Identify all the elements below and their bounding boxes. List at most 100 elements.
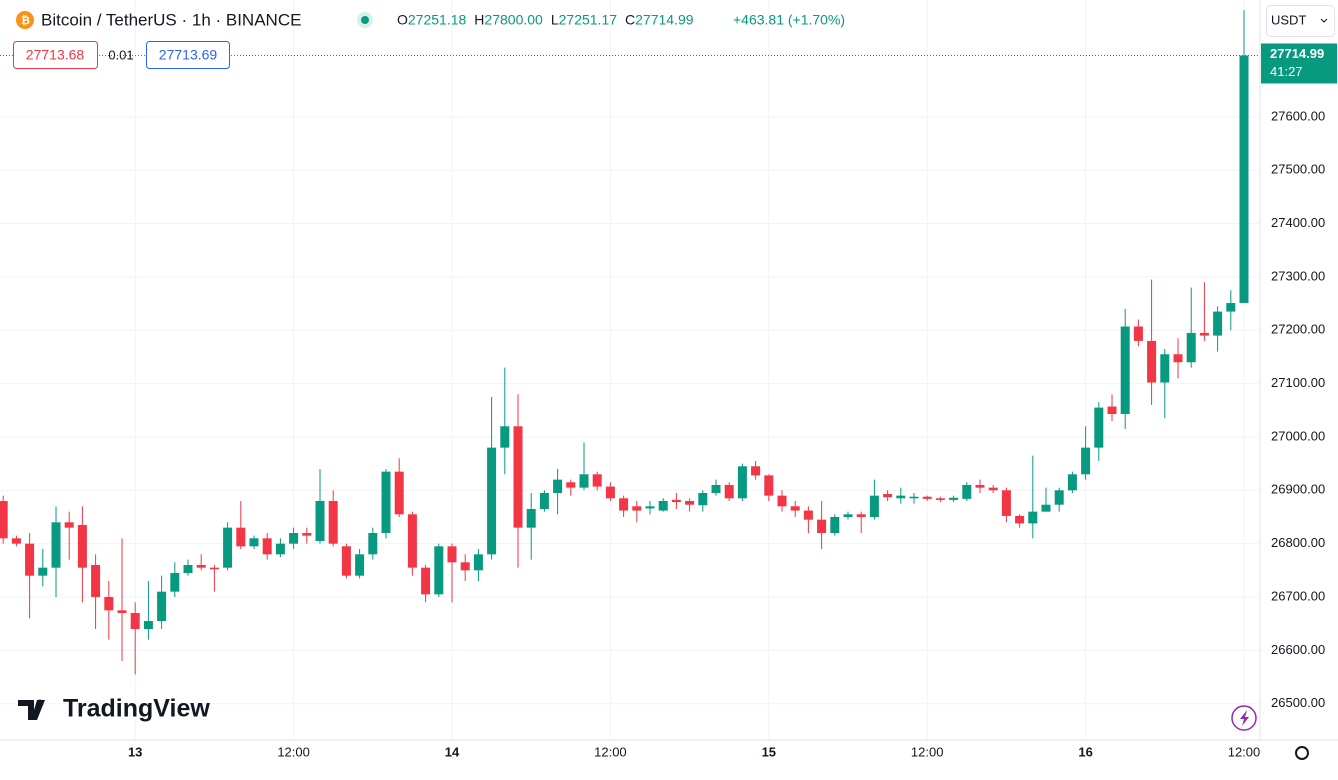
ohlc-key: C <box>625 12 635 28</box>
candle-body <box>1107 406 1117 415</box>
y-tick-label: 27400.00 <box>1271 215 1325 230</box>
candle-body <box>698 492 708 506</box>
y-tick-label: 26600.00 <box>1271 642 1325 657</box>
y-tick-label: 27500.00 <box>1271 162 1325 177</box>
candle-body <box>1226 303 1236 312</box>
candle-body <box>1081 447 1091 475</box>
status-dot <box>361 16 369 24</box>
candle-body <box>1186 332 1196 363</box>
candle-body <box>922 496 932 499</box>
candle-body <box>803 510 813 520</box>
candle-body <box>724 484 734 499</box>
candle-body <box>962 484 972 499</box>
candle-body <box>513 426 523 528</box>
candle-body <box>1239 55 1249 303</box>
x-tick-label: 12:00 <box>911 744 944 759</box>
y-tick-label: 27300.00 <box>1271 268 1325 283</box>
candle-body <box>209 567 219 570</box>
candle-body <box>91 565 101 598</box>
price-tag: 27714.99 41:27 <box>1261 43 1337 84</box>
bid-box[interactable] <box>13 41 98 69</box>
candle-body <box>658 500 668 511</box>
candle-body <box>1199 332 1209 336</box>
candle-body <box>526 508 536 528</box>
candle-body <box>777 495 787 507</box>
candle-body <box>104 597 114 611</box>
candle-body <box>645 506 655 509</box>
x-tick-label: 12:00 <box>1228 744 1261 759</box>
candle-body <box>1213 311 1223 336</box>
candle-body <box>830 516 840 533</box>
candle-body <box>592 474 602 487</box>
candle-body <box>275 543 285 555</box>
x-tick-label: 12:00 <box>594 744 627 759</box>
candle-body <box>1147 340 1157 383</box>
candle-body <box>421 567 431 595</box>
candle-body <box>896 495 906 499</box>
candle-body <box>790 506 800 511</box>
currency-select[interactable] <box>1266 5 1335 37</box>
coin-icon <box>16 11 34 29</box>
last-price: 27714.99 <box>1270 46 1324 61</box>
ask-box[interactable] <box>146 41 230 69</box>
candle-body <box>1120 326 1130 415</box>
y-tick-label: 27600.00 <box>1271 108 1325 123</box>
countdown: 41:27 <box>1270 64 1303 79</box>
candle-body <box>553 479 563 493</box>
candle-body <box>341 546 351 576</box>
change: +463.81 (+1.70%) <box>733 12 845 28</box>
candle-body <box>711 484 721 493</box>
candle-body <box>143 621 153 630</box>
candle-body <box>170 573 180 592</box>
candle-body <box>1067 474 1077 491</box>
candle-body <box>751 466 761 476</box>
candle-body <box>236 527 246 547</box>
x-axis: 13 12:00 14 12:00 15 12:00 16 12:00 <box>128 744 1260 759</box>
candle-body <box>579 474 589 488</box>
candle-body <box>605 486 615 499</box>
candle-body <box>883 494 893 498</box>
x-tick-label: 15 <box>762 744 776 759</box>
y-tick-label: 26900.00 <box>1271 482 1325 497</box>
candle-body <box>949 497 959 500</box>
spread: 0.01 <box>108 47 133 62</box>
candle-body <box>289 532 299 544</box>
candle-body <box>1001 490 1011 516</box>
candle-body <box>1054 490 1064 505</box>
candle-body <box>975 484 985 488</box>
candle-body <box>1133 326 1143 341</box>
candle-body <box>1015 515 1025 524</box>
candle-body <box>935 498 945 500</box>
candle-body <box>249 538 259 547</box>
x-tick-label: 12:00 <box>277 744 310 759</box>
candle-body <box>315 500 325 541</box>
ohlc-key: L <box>551 12 559 28</box>
candle-body <box>869 495 879 517</box>
candle-body <box>302 532 312 536</box>
candle-body <box>566 482 576 488</box>
y-tick-label: 27000.00 <box>1271 428 1325 443</box>
candle-body <box>77 524 87 568</box>
dropdown-arrow <box>1320 18 1328 23</box>
candle-body <box>117 610 127 614</box>
candle-body <box>1160 354 1170 383</box>
bid[interactable]: 27713.68 <box>26 47 85 63</box>
ask[interactable]: 27713.69 <box>159 47 218 63</box>
candle-body <box>223 527 233 568</box>
y-tick-label: 26700.00 <box>1271 588 1325 603</box>
ohlc-value: 27251.18 <box>408 12 467 28</box>
y-tick-label: 27100.00 <box>1271 375 1325 390</box>
candle-body <box>988 487 998 491</box>
candle-body <box>817 519 827 533</box>
currency[interactable]: USDT <box>1271 12 1306 27</box>
settings-icon[interactable] <box>1295 746 1309 760</box>
candle-body <box>262 538 272 555</box>
ohlc-value: 27800.00 <box>484 12 543 28</box>
candle-body <box>1028 511 1038 524</box>
candle-body <box>38 567 48 576</box>
candle-body <box>632 506 642 511</box>
candle-body <box>500 426 510 448</box>
price-tag-box <box>1261 43 1337 84</box>
